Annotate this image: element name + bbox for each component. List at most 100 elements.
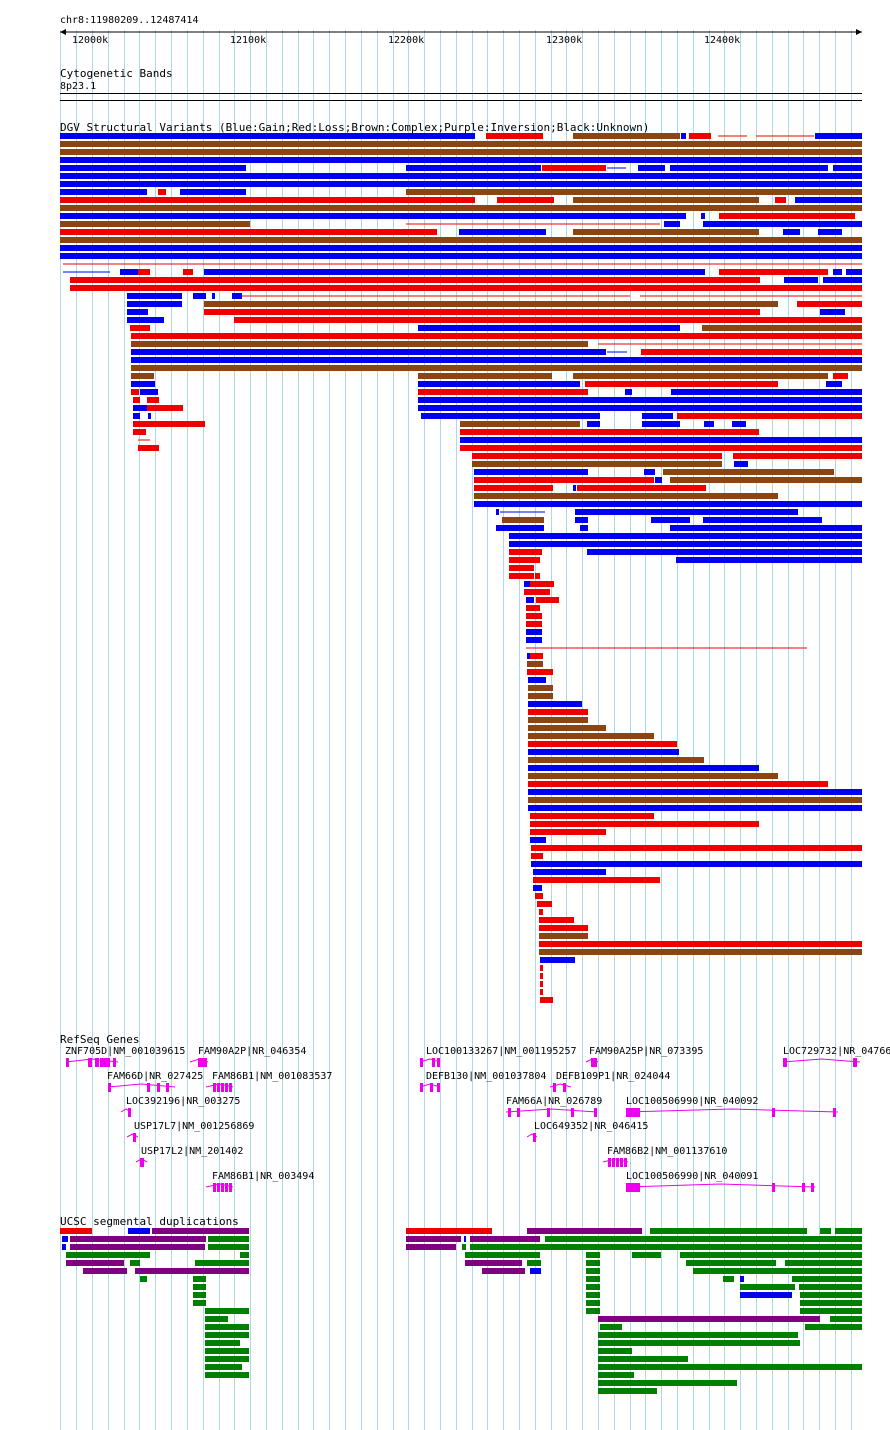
segdup-bar[interactable] [152,1228,249,1234]
gene-exon[interactable] [133,1133,136,1142]
segdup-bar[interactable] [820,1228,831,1234]
segdup-bar[interactable] [240,1252,249,1258]
gene-exon[interactable] [533,1133,536,1142]
dgv-variant-bar[interactable] [131,389,139,395]
dgv-variant-bar[interactable] [823,277,862,283]
dgv-variant-bar[interactable] [406,165,541,171]
dgv-variant-bar[interactable] [689,133,711,139]
dgv-variant-bar[interactable] [535,573,540,579]
dgv-variant-bar[interactable] [528,765,759,771]
dgv-variant-bar[interactable] [70,285,862,291]
dgv-variant-bar[interactable] [526,629,542,635]
gene-exon[interactable] [140,1158,144,1167]
dgv-variant-bar[interactable] [497,197,554,203]
segdup-bar[interactable] [140,1276,147,1282]
gene-exon[interactable] [437,1083,440,1092]
segdup-bar[interactable] [693,1268,862,1274]
segdup-track-title[interactable]: UCSC segmental duplications [60,1215,239,1228]
dgv-variant-bar[interactable] [530,653,543,659]
segdup-bar[interactable] [70,1236,206,1242]
gene-label[interactable]: LOC100506990|NR_040091 [626,1171,759,1182]
dgv-variant-bar[interactable] [530,821,759,827]
dgv-variant-bar[interactable] [60,205,862,211]
gene-exon[interactable] [113,1058,116,1067]
segdup-bar[interactable] [799,1284,862,1290]
dgv-variant-bar[interactable] [204,269,705,275]
dgv-variant-bar[interactable] [585,381,778,387]
gene-exon[interactable] [95,1058,99,1067]
dgv-variant-bar[interactable] [641,349,862,355]
segdup-bar[interactable] [62,1244,66,1250]
dgv-variant-bar[interactable] [127,293,182,299]
segdup-bar[interactable] [785,1260,862,1266]
dgv-variant-bar[interactable] [133,397,140,403]
dgv-variant-bar[interactable] [833,269,842,275]
dgv-variant-bar[interactable] [474,485,553,491]
segdup-bar[interactable] [586,1268,600,1274]
dgv-variant-bar[interactable] [539,917,574,923]
dgv-variant-bar[interactable] [642,413,673,419]
gene-label[interactable]: FAM86B2|NM_001137610 [607,1146,728,1157]
gene-exon[interactable] [157,1083,160,1092]
dgv-variant-bar[interactable] [528,717,588,723]
segdup-bar[interactable] [465,1252,540,1258]
segdup-bar[interactable] [650,1228,807,1234]
dgv-variant-bar[interactable] [526,637,542,643]
dgv-variant-bar[interactable] [60,173,862,179]
segdup-bar[interactable] [586,1260,600,1266]
segdup-bar[interactable] [464,1236,466,1242]
dgv-variant-bar[interactable] [60,237,862,243]
dgv-variant-bar[interactable] [573,485,576,491]
dgv-variant-bar[interactable] [509,573,534,579]
dgv-variant-bar[interactable] [474,477,654,483]
gene-exon[interactable] [783,1058,787,1067]
dgv-variant-bar[interactable] [474,501,862,507]
dgv-variant-bar[interactable] [528,725,606,731]
dgv-variant-bar[interactable] [509,557,540,563]
dgv-variant-bar[interactable] [783,229,800,235]
dgv-variant-bar[interactable] [183,269,193,275]
dgv-variant-bar[interactable] [528,733,654,739]
segdup-bar[interactable] [723,1276,734,1282]
segdup-bar[interactable] [470,1244,862,1250]
dgv-variant-bar[interactable] [509,549,542,555]
dgv-variant-bar[interactable] [533,869,606,875]
dgv-variant-bar[interactable] [784,277,818,283]
gene-exon[interactable] [430,1083,433,1092]
gene-exon[interactable] [201,1058,207,1067]
dgv-variant-bar[interactable] [509,565,534,571]
dgv-variant-bar[interactable] [60,165,246,171]
gene-intron[interactable] [625,1108,839,1113]
segdup-bar[interactable] [586,1308,600,1314]
segdup-bar[interactable] [598,1356,688,1362]
segdup-bar[interactable] [406,1236,461,1242]
dgv-variant-bar[interactable] [702,325,862,331]
dgv-variant-bar[interactable] [472,453,722,459]
dgv-variant-bar[interactable] [60,253,862,259]
dgv-variant-bar[interactable] [670,525,862,531]
segdup-bar[interactable] [805,1324,862,1330]
gene-exon[interactable] [108,1083,111,1092]
dgv-variant-bar[interactable] [671,389,862,395]
dgv-variant-bar[interactable] [406,189,862,195]
dgv-variant-bar[interactable] [60,149,862,155]
gene-label[interactable]: FAM66D|NR_027425 [107,1071,204,1082]
gene-exon[interactable] [553,1083,556,1092]
gene-exon[interactable] [626,1183,630,1192]
segdup-bar[interactable] [470,1236,540,1242]
gene-exon[interactable] [217,1083,220,1092]
dgv-variant-bar[interactable] [138,445,159,451]
gene-exon[interactable] [772,1183,775,1192]
segdup-bar[interactable] [545,1236,862,1242]
dgv-variant-bar[interactable] [775,197,786,203]
gene-exon[interactable] [517,1108,520,1117]
dgv-variant-bar[interactable] [526,597,534,603]
dgv-variant-bar[interactable] [573,197,759,203]
dgv-variant-bar[interactable] [528,773,778,779]
gene-label[interactable]: FAM90A25P|NR_073395 [589,1046,704,1057]
dgv-variant-bar[interactable] [131,341,588,347]
dgv-variant-bar[interactable] [638,165,665,171]
segdup-bar[interactable] [792,1276,862,1282]
dgv-variant-bar[interactable] [651,517,690,523]
gene-label[interactable]: DEFB130|NM_001037804 [426,1071,547,1082]
